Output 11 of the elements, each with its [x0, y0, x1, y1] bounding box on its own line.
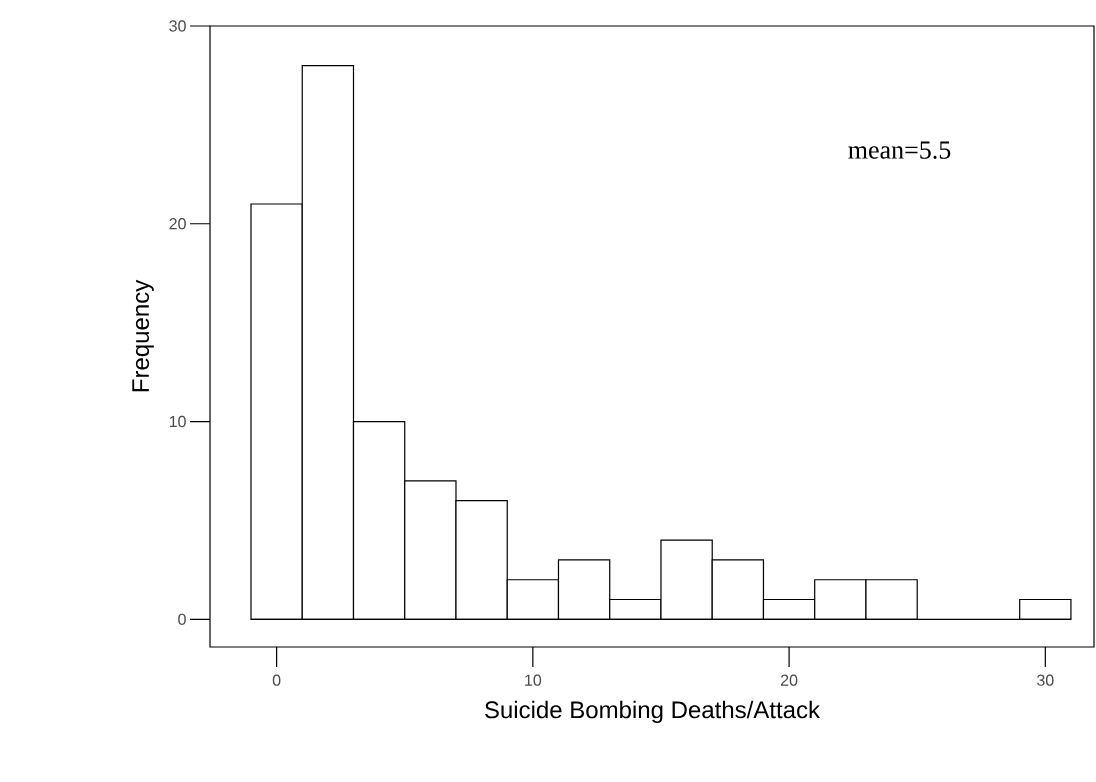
x-tick-label: 0 — [272, 674, 281, 686]
y-tick-label: 10 — [169, 415, 186, 428]
x-tick-label: 20 — [780, 674, 798, 686]
x-tick-label: 10 — [525, 674, 542, 686]
y-tick-label: 0 — [178, 613, 186, 625]
y-axis-title: Frequency — [132, 279, 154, 392]
x-axis-title: Suicide Bombing Deaths/Attack — [485, 700, 821, 724]
x-tick-label: 30 — [1037, 674, 1054, 686]
y-tick-label: 20 — [169, 218, 186, 230]
annotation: mean=5.5 — [848, 141, 951, 159]
y-tick-label: 30 — [169, 20, 186, 32]
